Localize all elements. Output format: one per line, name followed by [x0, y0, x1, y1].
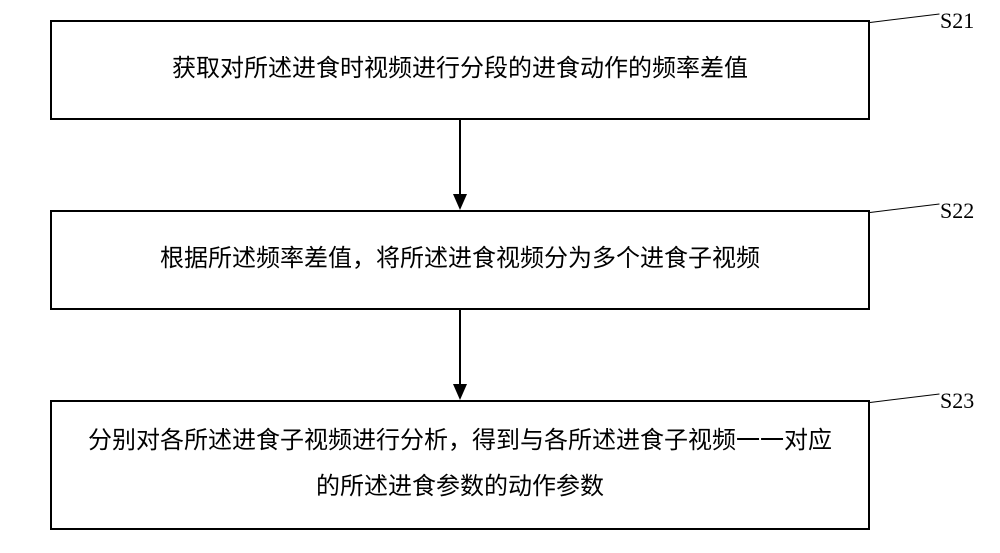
leader-line: [870, 393, 940, 403]
flow-node-s21-text: 获取对所述进食时视频进行分段的进食动作的频率差值: [172, 47, 748, 93]
flow-node-s22-text: 根据所述频率差值，将所述进食视频分为多个进食子视频: [160, 237, 760, 283]
leader-line: [870, 203, 940, 213]
flow-node-s22: 根据所述频率差值，将所述进食视频分为多个进食子视频: [50, 210, 870, 310]
flow-label-s22: S22: [940, 198, 974, 224]
flowchart-canvas: 获取对所述进食时视频进行分段的进食动作的频率差值 S21 根据所述频率差值，将所…: [0, 0, 1000, 553]
flow-label-s21: S21: [940, 8, 974, 34]
flow-node-s23-text: 分别对各所述进食子视频进行分析，得到与各所述进食子视频一一对应的所述进食参数的动…: [82, 419, 838, 510]
arrow-s22-s23: [460, 310, 461, 400]
flow-label-s23: S23: [940, 388, 974, 414]
flow-node-s21: 获取对所述进食时视频进行分段的进食动作的频率差值: [50, 20, 870, 120]
leader-line: [870, 13, 940, 23]
arrow-s21-s22: [460, 120, 461, 210]
flow-node-s23: 分别对各所述进食子视频进行分析，得到与各所述进食子视频一一对应的所述进食参数的动…: [50, 400, 870, 530]
